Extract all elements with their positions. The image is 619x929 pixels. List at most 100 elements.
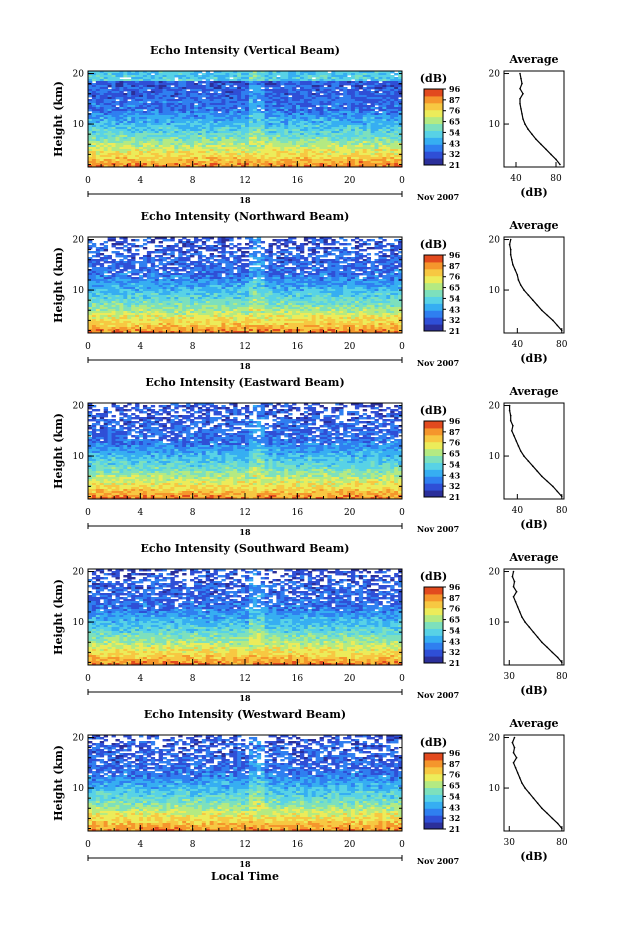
heatmap-cell: [299, 81, 305, 84]
heatmap-cell: [382, 97, 387, 100]
heatmap-cell: [358, 81, 364, 84]
heatmap-cell: [292, 107, 297, 110]
heatmap-cell: [370, 111, 375, 114]
heatmap-cell: [182, 97, 187, 100]
heatmap-cell: [135, 79, 140, 82]
heatmap-cell: [229, 93, 234, 96]
date-suffix: Nov 2007: [417, 192, 459, 202]
heatmap-cell: [339, 267, 344, 270]
heatmap-cell: [288, 93, 293, 96]
heatmap-cell: [299, 87, 305, 90]
heatmap-cell: [178, 85, 183, 88]
heatmap-cell: [331, 243, 336, 246]
heatmap-cell: [115, 95, 120, 98]
heatmap-cell: [370, 91, 375, 94]
heatmap-cell: [323, 255, 328, 258]
heatmap-cell: [323, 77, 328, 80]
heatmap-cell: [225, 79, 230, 82]
heatmap-cell: [394, 101, 399, 104]
heatmap-cell: [252, 109, 258, 112]
heatmap-cell: [107, 93, 112, 96]
heatmap-cell: [386, 97, 391, 100]
heatmap-cell: [205, 93, 211, 96]
heatmap-cell: [166, 115, 171, 118]
heatmap-cell: [162, 97, 167, 100]
heatmap-cell: [370, 99, 375, 102]
heatmap-cell: [201, 93, 207, 96]
heatmap-cell: [225, 89, 230, 92]
colorbar-segment: [424, 151, 443, 159]
heatmap-cell: [307, 89, 313, 92]
heatmap-cell: [268, 75, 273, 78]
heatmap-cell: [107, 115, 112, 118]
heatmap-cell: [280, 77, 285, 80]
heatmap-cell: [335, 107, 340, 110]
heatmap-cell: [245, 103, 250, 106]
heatmap-cell: [382, 103, 387, 106]
profile-point: [519, 72, 521, 75]
heatmap-cell: [386, 77, 391, 80]
heatmap-cell: [135, 87, 140, 90]
heatmap-cell: [95, 255, 101, 258]
heatmap-cell: [111, 71, 116, 74]
heatmap-cell: [95, 93, 101, 96]
heatmap-cell: [186, 79, 191, 82]
heatmap-cell: [221, 81, 226, 84]
heatmap-cell: [162, 113, 167, 116]
heatmap-cell: [139, 91, 144, 94]
heatmap-cell: [221, 261, 226, 264]
heatmap-cell: [268, 115, 273, 118]
heatmap-cell: [323, 93, 328, 96]
heatmap-cell: [201, 95, 207, 98]
heatmap-cell: [193, 111, 199, 114]
heatmap-cell: [260, 115, 266, 118]
heatmap-cell: [354, 247, 360, 250]
heatmap-cell: [264, 95, 269, 98]
heatmap-cell: [386, 79, 391, 82]
heatmap-cell: [272, 105, 277, 108]
heatmap-cell: [213, 91, 218, 94]
heatmap-cell: [245, 71, 250, 74]
heatmap-cell: [158, 109, 163, 112]
heatmap-cell: [378, 103, 383, 106]
heatmap-cell: [339, 261, 344, 264]
heatmap-cell: [174, 263, 179, 266]
heatmap-cell: [331, 101, 336, 104]
heatmap-cell: [115, 103, 120, 106]
heatmap-cell: [378, 113, 383, 116]
heatmap-cell: [256, 89, 262, 92]
heatmap-cell: [186, 95, 191, 98]
heatmap-cell: [303, 79, 309, 82]
heatmap-cell: [135, 109, 140, 112]
heatmap-cell: [225, 91, 230, 94]
heatmap-cell: [88, 247, 93, 250]
heatmap-cell: [178, 109, 183, 112]
heatmap-cell: [217, 79, 222, 82]
heatmap-cell: [288, 261, 293, 264]
heatmap-cell: [205, 99, 211, 102]
heatmap-cell: [111, 245, 116, 248]
heatmap-cell: [119, 115, 124, 118]
heatmap-cell: [350, 107, 356, 110]
heatmap-cell: [370, 71, 375, 74]
heatmap-cell: [343, 77, 348, 80]
heatmap-cell: [150, 93, 156, 96]
heatmap-cell: [288, 85, 293, 88]
heatmap-cell: [111, 101, 116, 104]
heatmap-cell: [370, 85, 375, 88]
heatmap-cell: [139, 71, 144, 74]
heatmap-cell: [111, 105, 116, 108]
heatmap-cell: [374, 97, 379, 100]
heatmap-cell: [205, 101, 211, 104]
heatmap-cell: [350, 75, 356, 78]
heatmap-cell: [280, 111, 285, 114]
heatmap-cell: [339, 71, 344, 74]
heatmap-cell: [260, 83, 266, 86]
heatmap-cell: [135, 71, 140, 74]
heatmap-cell: [327, 89, 332, 92]
heatmap-cell: [221, 87, 226, 90]
heatmap-cell: [107, 83, 112, 86]
heatmap-cell: [95, 99, 101, 102]
heatmap-cell: [331, 111, 336, 114]
heatmap-cell: [252, 87, 258, 90]
